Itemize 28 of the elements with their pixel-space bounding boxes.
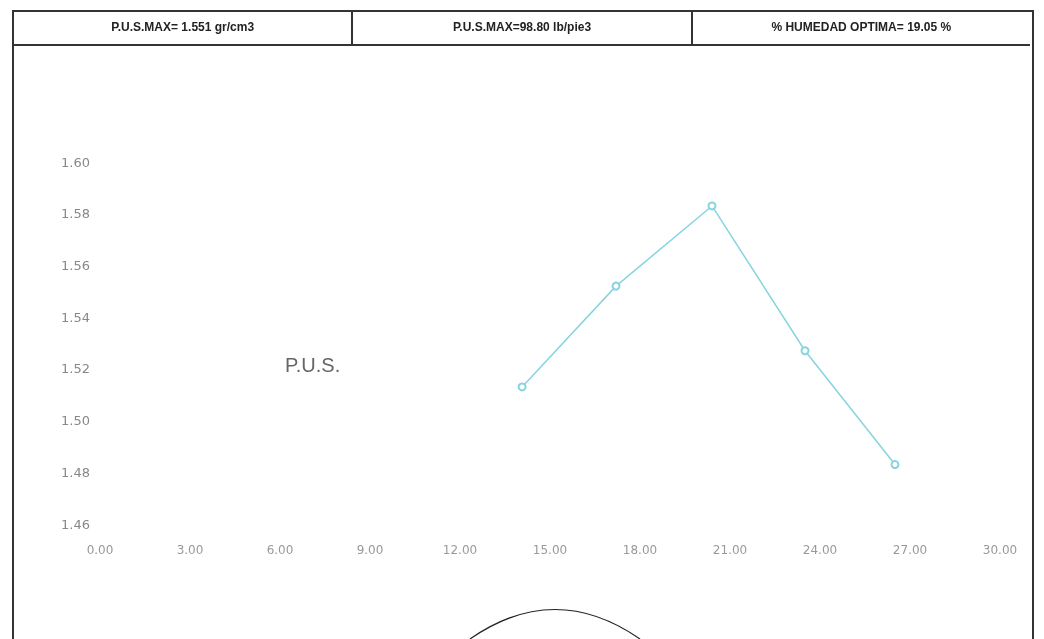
point [611,281,621,291]
x-tick-label: 27.00 [892,543,928,557]
point [707,201,717,211]
point [517,382,527,392]
y-tick-label: 1.56 [61,257,90,273]
text: % HUMEDAD OPTIMA= 19.05 % [770,19,953,36]
y-axis-title: P.U.S. [285,354,341,376]
point [890,460,900,470]
x-tick-label: 30.00 [982,543,1018,557]
y-tick-label: 1.60 [61,154,90,170]
y-tick-label: 1.54 [61,309,90,325]
x-tick-label: 0.00 [86,543,114,557]
x-tick-label: 24.00 [802,543,838,557]
x-tick-label: 3.00 [176,543,204,557]
y-tick-label: 1.48 [61,464,90,480]
x-tick-label: 6.00 [266,543,294,557]
x-tick-label: 9.00 [356,543,384,557]
y-tick-label: 1.58 [61,206,90,222]
y-tick-label: 1.46 [61,516,90,532]
point [800,346,810,356]
x-tick-label: 21.00 [712,543,748,557]
y-tick-label: 1.50 [61,413,90,429]
x-tick-label: 18.00 [622,543,658,557]
y-tick-label: 1.52 [61,361,90,377]
text: P.U.S.MAX= 1.551 gr/cm3 [14,10,354,44]
x-tick-label: 15.00 [532,543,568,557]
x-tick-label: 12.00 [442,543,478,557]
text: P.U.S.MAX=98.80 lb/pie3 [353,10,693,44]
